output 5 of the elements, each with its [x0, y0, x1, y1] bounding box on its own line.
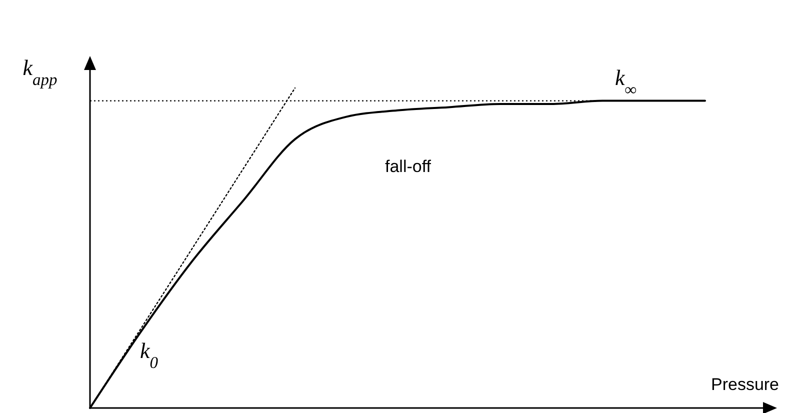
annotation: fall-off	[385, 157, 432, 176]
y-axis-title: k$_{app}$	[22, 55, 58, 88]
annotation: k$_{∞}$	[615, 65, 637, 98]
annotation: k$_{0}$	[140, 338, 159, 372]
x-axis-title: Pressure	[710, 375, 780, 394]
